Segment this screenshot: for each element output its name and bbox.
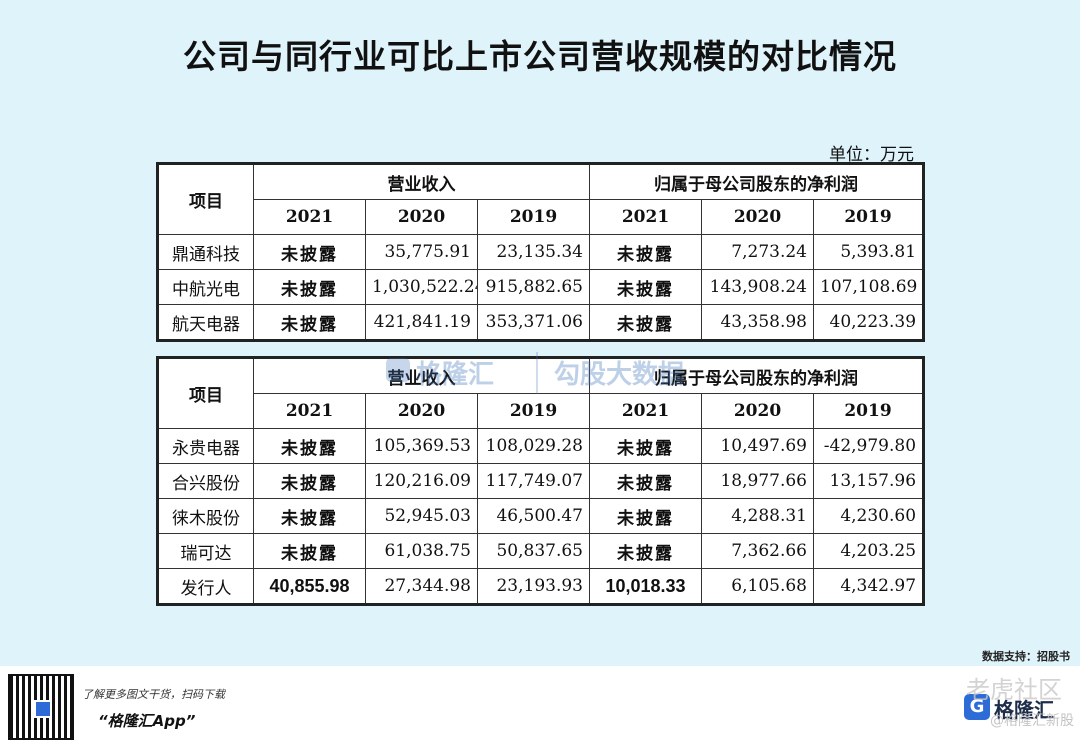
cell-p2020: 10,497.69 <box>701 428 814 464</box>
header-year: 2019 <box>477 393 590 429</box>
cell-p2021: 未披露 <box>589 428 702 464</box>
cell-r2019: 23,135.34 <box>477 234 590 270</box>
page-title: 公司与同行业可比上市公司营收规模的对比情况 <box>183 37 897 76</box>
cell-p2019: 13,157.96 <box>812 463 925 499</box>
cell-p2020: 7,362.66 <box>701 533 814 569</box>
company-name: 中航光电 <box>157 269 254 305</box>
header-year: 2020 <box>365 199 478 235</box>
table-row: 中航光电 未披露 1,030,522.24 915,882.65 未披露 143,908.… <box>157 269 925 305</box>
cell-p2020: 143,908.24 <box>701 269 814 305</box>
cell-p2020: 43,358.98 <box>701 304 814 341</box>
cell-r2021: 未披露 <box>253 234 366 270</box>
cell-r2020: 52,945.03 <box>365 498 478 534</box>
company-name: 鼎通科技 <box>157 234 254 270</box>
cell-r2021: 未披露 <box>253 533 366 569</box>
cell-r2020: 120,216.09 <box>365 463 478 499</box>
footer: 了解更多图文干货，扫码下载 “格隆汇App” G 格隆汇 <box>0 666 1080 745</box>
header-year: 2019 <box>812 393 925 429</box>
company-name: 合兴股份 <box>157 463 254 499</box>
header-item: 项目 <box>157 163 254 235</box>
table-row: 永贵电器 未披露 105,369.53 108,029.28 未披露 10,497.69-… <box>157 428 925 464</box>
cell-p2021: 10,018.33 <box>589 568 702 605</box>
header-year: 2021 <box>253 199 366 235</box>
cell-r2019: 108,029.28 <box>477 428 590 464</box>
cell-p2019: 4,203.25 <box>812 533 925 569</box>
header-year: 2019 <box>812 199 925 235</box>
cell-p2020: 6,105.68 <box>701 568 814 605</box>
company-name: 徕木股份 <box>157 498 254 534</box>
cell-r2019: 46,500.47 <box>477 498 590 534</box>
header-year: 2021 <box>589 199 702 235</box>
app-name: “格隆汇App” <box>98 712 196 730</box>
cell-p2021: 未披露 <box>589 463 702 499</box>
table-row: 瑞可达 未披露 61,038.75 50,837.65 未披露 7,362.66 4,203… <box>157 533 925 569</box>
author-watermark: @格隆汇新股 <box>990 713 1074 729</box>
header-year: 2021 <box>253 393 366 429</box>
company-name: 永贵电器 <box>157 428 254 464</box>
cell-p2021: 未披露 <box>589 533 702 569</box>
cell-p2019: 40,223.39 <box>812 304 925 341</box>
cell-r2021: 40,855.98 <box>253 568 366 605</box>
cell-r2021: 未披露 <box>253 463 366 499</box>
cell-r2020: 421,841.19 <box>365 304 478 341</box>
cell-p2021: 未披露 <box>589 269 702 305</box>
cell-p2020: 4,288.31 <box>701 498 814 534</box>
cell-r2020: 27,344.98 <box>365 568 478 605</box>
header-net-profit: 归属于母公司股东的净利润 <box>588 163 925 200</box>
header-year: 2020 <box>701 199 814 235</box>
comparison-table-1: 项目 营业收入 归属于母公司股东的净利润 2021 2020 2019 2021 2020 20… <box>156 162 926 342</box>
brand-name: 格隆汇 <box>994 698 1054 722</box>
cell-r2021: 未披露 <box>253 428 366 464</box>
cell-p2021: 未披露 <box>589 234 702 270</box>
company-name: 瑞可达 <box>157 533 254 569</box>
cell-p2021: 未披露 <box>589 304 702 341</box>
header-revenue: 营业收入 <box>253 357 590 394</box>
cell-p2020: 7,273.24 <box>701 234 814 270</box>
cell-r2020: 105,369.53 <box>365 428 478 464</box>
site-watermark: 老虎社区 <box>966 676 1062 704</box>
table-row: 徕木股份 未披露 52,945.03 46,500.47 未披露 4,288.31 4,23… <box>157 498 925 534</box>
cell-p2019: -42,979.80 <box>812 428 925 464</box>
cell-r2021: 未披露 <box>253 304 366 341</box>
unit-label: 单位：万元 <box>829 145 914 165</box>
cell-r2019: 353,371.06 <box>477 304 590 341</box>
table-row: 合兴股份 未披露 120,216.09 117,749.07 未披露 18,977.66 1… <box>157 463 925 499</box>
cell-r2021: 未披露 <box>253 269 366 305</box>
cell-p2019: 5,393.81 <box>812 234 925 270</box>
company-name: 发行人 <box>157 568 254 605</box>
company-name: 航天电器 <box>157 304 254 341</box>
cell-r2019: 117,749.07 <box>477 463 590 499</box>
header-item: 项目 <box>157 357 254 429</box>
comparison-table-2: 项目 营业收入 归属于母公司股东的净利润 2021 2020 2019 2021 2020 20… <box>156 356 926 606</box>
cell-p2020: 18,977.66 <box>701 463 814 499</box>
cell-p2019: 107,108.69 <box>812 269 925 305</box>
table-row: 鼎通科技 未披露 35,775.91 23,135.34 未披露 7,273.24 5,39… <box>157 234 925 270</box>
header-year: 2021 <box>589 393 702 429</box>
table-row: 航天电器 未披露 421,841.19 353,371.06 未披露 43,358.98 4… <box>157 304 925 341</box>
cell-r2019: 915,882.65 <box>477 269 590 305</box>
promo-text: 了解更多图文干货，扫码下载 <box>82 688 225 701</box>
cell-r2020: 61,038.75 <box>365 533 478 569</box>
cell-p2021: 未披露 <box>589 498 702 534</box>
cell-r2019: 23,193.93 <box>477 568 590 605</box>
qr-code-icon[interactable] <box>8 674 74 740</box>
header-year: 2019 <box>477 199 590 235</box>
gelonghui-logo-icon: G <box>964 694 990 720</box>
cell-p2019: 4,342.97 <box>812 568 925 605</box>
cell-r2019: 50,837.65 <box>477 533 590 569</box>
cell-p2019: 4,230.60 <box>812 498 925 534</box>
header-year: 2020 <box>701 393 814 429</box>
brand-logo: G 格隆汇 <box>964 692 1060 722</box>
data-source: 数据支持：招股书 <box>982 650 1070 663</box>
cell-r2021: 未披露 <box>253 498 366 534</box>
table-row: 发行人 40,855.98 27,344.98 23,193.93 10,018.33 6… <box>157 568 925 605</box>
cell-r2020: 35,775.91 <box>365 234 478 270</box>
header-year: 2020 <box>365 393 478 429</box>
cell-r2020: 1,030,522.24 <box>365 269 478 305</box>
header-net-profit: 归属于母公司股东的净利润 <box>588 357 925 394</box>
header-revenue: 营业收入 <box>253 163 590 200</box>
